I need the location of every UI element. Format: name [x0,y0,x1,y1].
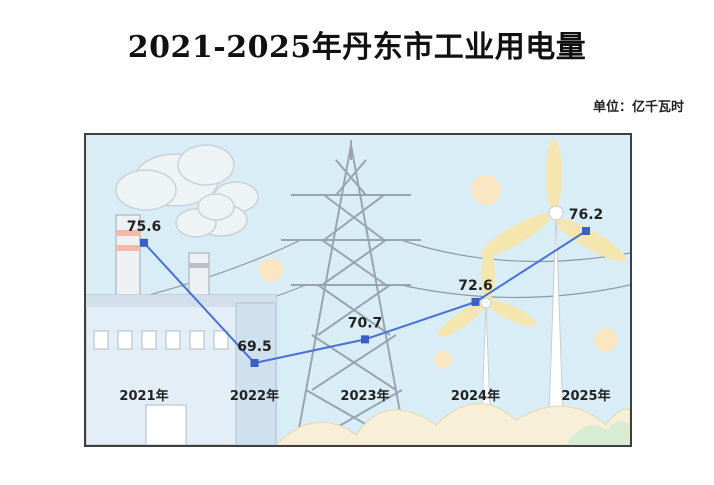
chart-frame: 75.6 69.5 70.7 72.6 76.2 2021年 2022年 2023年 2024年… [84,133,632,447]
data-point [140,238,148,247]
x-tick-label: 2023年 [340,388,389,404]
x-tick-label: 2024年 [451,388,500,404]
x-tick-label: 2022年 [230,388,279,404]
data-point [250,359,259,367]
data-point [582,227,590,235]
plot-layer: 75.6 69.5 70.7 72.6 76.2 2021年 2022年 2023年 2024年… [119,207,610,404]
background-illustration [86,135,630,445]
unit-label: 单位：亿千瓦时 [592,100,684,115]
x-tick-label: 2021年 [119,388,168,404]
data-point [361,335,369,344]
data-label: 76.2 [569,207,604,223]
data-label: 70.7 [348,315,383,331]
chart-title: 2021-2025年丹东市工业用电量 [127,30,587,65]
data-label: 69.5 [237,339,272,355]
line-chart: 75.6 69.5 70.7 72.6 76.2 2021年 2022年 2023年 2024年… [86,135,630,445]
data-label: 72.6 [458,278,493,294]
data-point [471,297,480,306]
x-tick-label: 2025年 [561,388,610,404]
data-label: 75.6 [127,219,162,235]
